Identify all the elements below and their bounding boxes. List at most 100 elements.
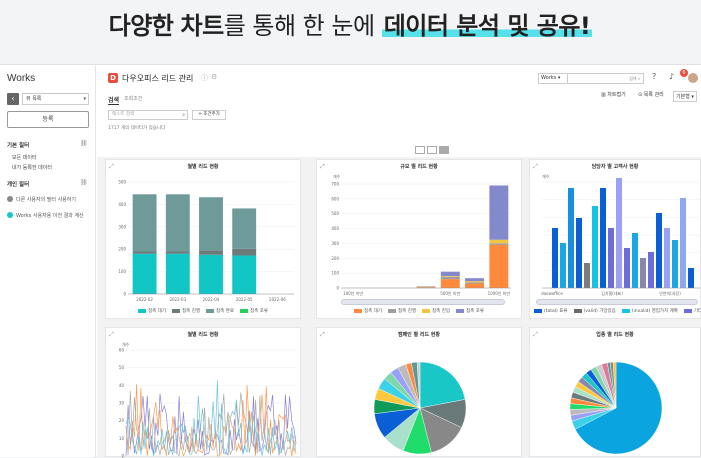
bar-segment [232, 255, 256, 294]
bar-segment [489, 240, 508, 244]
radio-selected-icon[interactable] [7, 212, 13, 218]
search-icon[interactable]: ⌕ [182, 111, 185, 119]
add-condition-button[interactable]: + 조건추가 [192, 110, 226, 120]
x-tick-label: 2022-06 [269, 297, 286, 302]
bar [608, 228, 614, 288]
x-tick-label: 2022-02 [136, 297, 153, 302]
legend-item[interactable]: 접촉 대기 [354, 308, 382, 314]
legend-label: 접촉 대기 [148, 309, 166, 314]
collapse-chart-label: 차트접기 [607, 92, 625, 98]
bar-segment [199, 250, 223, 254]
legend-swatch [574, 309, 582, 313]
link-icon[interactable]: ⛓ [80, 179, 88, 186]
bar [648, 252, 654, 288]
bar [632, 233, 638, 288]
bar-segment [441, 277, 460, 279]
layout-1-icon[interactable] [415, 146, 425, 154]
list-manage-button[interactable]: ⊙ 목록 관리 [638, 91, 664, 98]
radio-icon[interactable] [7, 196, 13, 202]
legend-item[interactable]: 접촉 완료 [206, 308, 234, 314]
filter-item-works[interactable]: Works 사용자용 이전 결과 계산 [16, 212, 84, 219]
chart-card-industry-pie: ⤢ 업종 별 리드 현황 [529, 327, 701, 457]
layout-3-icon[interactable] [439, 146, 449, 154]
filter-item-all[interactable]: 모든 데이터 [12, 154, 37, 161]
legend-item[interactable]: (valid) 가망있음 [574, 308, 616, 314]
y-tick-label: 20 [119, 418, 125, 423]
legend-item[interactable]: 접촉 진행 [388, 308, 416, 314]
view-select[interactable]: 뷰 목록▾ [22, 93, 89, 105]
bar-segment [166, 254, 190, 294]
legend-item[interactable]: (total) 표류 [534, 308, 568, 314]
search-input[interactable]: 텍스트 검색⌕ [108, 110, 188, 120]
y-axis-label: 개수 [333, 173, 341, 179]
layout-2-icon[interactable] [427, 146, 437, 154]
y-tick-label: 500 [118, 180, 126, 185]
legend-item[interactable]: 기타 [684, 308, 701, 314]
y-tick-label: 400 [331, 226, 339, 231]
hero-part1: 다양한 [109, 12, 174, 40]
chart-card-channel-pie: ⤢ 캠페인 별 리드 현황 [316, 327, 522, 457]
collapse-chart-button[interactable]: ▥ 차트접기 [601, 91, 626, 98]
filter-item-others[interactable]: 다른 사용자의 필터 사용하기 [16, 196, 76, 203]
legend-label: (invalid) 영업가치 계확 [632, 309, 678, 314]
legend-label: 접촉 포류 [466, 309, 484, 314]
link-icon[interactable]: ⛓ [80, 140, 88, 147]
hero-banner: 다양한 차트를 통해 한 눈에 데이터 분석 및 공유! [0, 0, 701, 64]
bar [672, 240, 678, 288]
y-tick-label: 60 [119, 348, 125, 353]
y-axis-label: 개수 [122, 341, 130, 347]
y-axis-label: 개수 [542, 173, 550, 179]
page-title: 다우오피스 리드 관리 [122, 73, 193, 84]
tab-search[interactable]: 검색 [108, 95, 119, 105]
info-icon[interactable]: ⓘ [201, 73, 208, 83]
back-icon[interactable]: ‹ [7, 93, 19, 105]
bar-segment [133, 194, 157, 251]
y-tick-label: 700 [331, 182, 339, 187]
avatar[interactable] [688, 73, 698, 83]
legend-item[interactable]: (invalid) 영업가치 계확 [622, 308, 678, 314]
legend-label: 접촉 포류 [250, 309, 268, 314]
app-window: Works ‹ 뷰 목록▾ 등록 기본 필터 ⛓ 모든 데이터 내가 등록한 데… [0, 64, 701, 456]
legend-item[interactable]: 접촉 포류 [456, 308, 484, 314]
legend-swatch [138, 309, 146, 313]
legend-item[interactable]: 접촉 대기 [138, 308, 166, 314]
legend-label: 접촉 진행 [182, 309, 200, 314]
y-tick-label: 400 [118, 202, 126, 207]
chart-scrollbar[interactable] [341, 299, 505, 305]
channel-pie-chart [317, 328, 523, 458]
global-search-input[interactable]: 검색 ⌕ [568, 73, 644, 84]
tab-inquire[interactable]: 조회조건 [124, 95, 142, 102]
legend-item[interactable]: 접촉 진행 [172, 308, 200, 314]
bar-segment [465, 284, 484, 288]
y-tick-label: 0 [123, 292, 126, 297]
y-tick-label: 200 [118, 247, 126, 252]
legend-label: 접촉 진입 [432, 309, 450, 314]
filter-item-mine[interactable]: 내가 등록한 데이터 [12, 164, 52, 171]
chart-scrollbar[interactable] [536, 299, 698, 305]
bar [656, 213, 662, 288]
legend-item[interactable]: 접촉 진입 [422, 308, 450, 314]
legend-label: 기타 [694, 309, 701, 314]
x-tick-label: 100인 미만 [343, 290, 363, 296]
bar-segment [489, 245, 508, 288]
app-select[interactable]: Works ▾ [538, 73, 568, 84]
y-tick-label: 500 [331, 211, 339, 216]
view-type-select[interactable]: 기본형 ▾ [673, 91, 697, 102]
help-icon[interactable]: ? [652, 72, 656, 81]
bar [688, 268, 694, 288]
industry-pie-chart [530, 328, 701, 458]
view-row: ‹ 뷰 목록▾ [7, 92, 89, 106]
gear-icon[interactable]: ⚙ [211, 73, 217, 81]
x-tick-label: 1000인 미만 [488, 290, 511, 296]
sidebar: Works ‹ 뷰 목록▾ 등록 기본 필터 ⛓ 모든 데이터 내가 등록한 데… [0, 65, 96, 457]
legend-item[interactable]: 접촉 포류 [240, 308, 268, 314]
bell-icon[interactable]: ♪ [669, 72, 674, 81]
notification-badge: 6 [680, 69, 688, 77]
y-tick-label: 300 [118, 224, 126, 229]
bar [640, 258, 646, 288]
register-button[interactable]: 등록 [7, 111, 89, 128]
